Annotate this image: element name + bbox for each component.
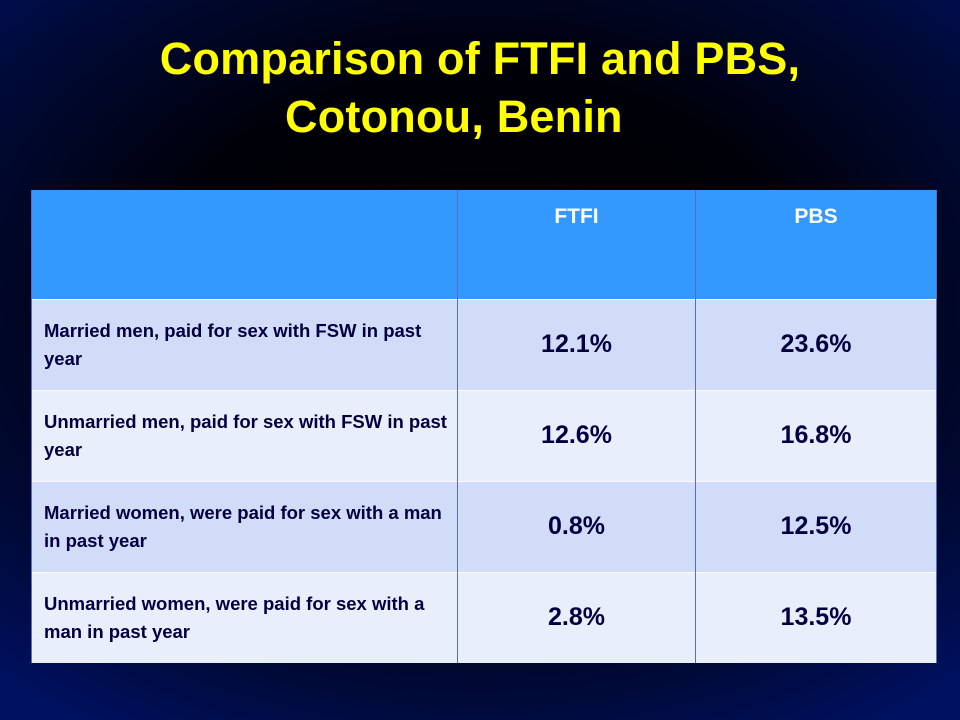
pbs-value: 23.6% xyxy=(695,298,937,390)
table-row: Married women, were paid for sex with a … xyxy=(31,480,937,572)
row-label: Married women, were paid for sex with a … xyxy=(31,480,458,572)
column-header-ftfi: FTFI xyxy=(457,190,696,299)
slide-title-line-1: Comparison of FTFI and PBS, xyxy=(159,33,801,84)
ftfi-value: 0.8% xyxy=(457,480,696,572)
row-label: Unmarried men, paid for sex with FSW in … xyxy=(31,389,458,481)
table-header-row: FTFI PBS xyxy=(31,190,937,299)
table-row: Unmarried men, paid for sex with FSW in … xyxy=(31,389,937,481)
row-label: Unmarried women, were paid for sex with … xyxy=(31,571,458,663)
pbs-value: 13.5% xyxy=(695,571,937,663)
ftfi-value: 2.8% xyxy=(457,571,696,663)
table-row: Married men, paid for sex with FSW in pa… xyxy=(31,298,937,390)
ftfi-value: 12.6% xyxy=(457,389,696,481)
pbs-value: 12.5% xyxy=(695,480,937,572)
column-header-empty xyxy=(31,190,458,299)
ftfi-value: 12.1% xyxy=(457,298,696,390)
column-header-pbs: PBS xyxy=(695,190,937,299)
row-label: Married men, paid for sex with FSW in pa… xyxy=(31,298,458,390)
comparison-table: FTFI PBS Married men, paid for sex with … xyxy=(31,190,937,663)
slide-title: Comparison of FTFI and PBS, Cotonou, Ben… xyxy=(0,30,960,146)
table-row: Unmarried women, were paid for sex with … xyxy=(31,571,937,663)
slide-title-line-2: Cotonou, Benin xyxy=(285,91,623,142)
pbs-value: 16.8% xyxy=(695,389,937,481)
